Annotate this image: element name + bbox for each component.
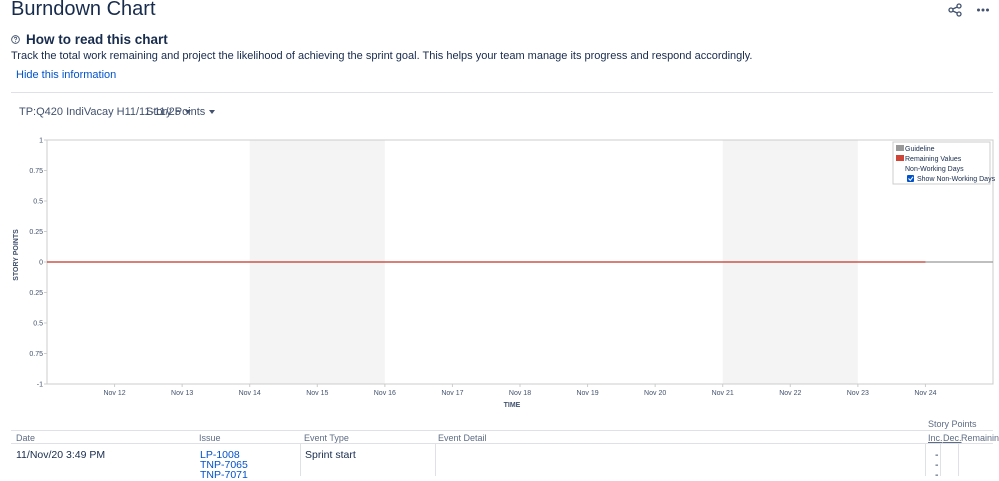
x-axis-label: TIME: [504, 402, 521, 409]
col-divider: [940, 443, 941, 476]
row-inc-value: -: [935, 469, 939, 481]
x-tick-label: Nov 17: [441, 390, 463, 397]
y-tick-label: 0: [39, 260, 43, 267]
show-non-working-checkbox[interactable]: [907, 175, 914, 182]
legend-label-remaining: Remaining Values: [905, 156, 962, 163]
check-icon: [908, 176, 914, 182]
more-horizontal-icon[interactable]: [975, 2, 991, 18]
estimation-dropdown-label: Story Points: [146, 106, 206, 118]
y-tick-label: 0.25: [29, 290, 43, 297]
y-tick-label: 1: [39, 138, 43, 145]
x-tick-label: Nov 15: [306, 390, 328, 397]
y-tick-label: 0.5: [33, 321, 43, 328]
legend-label-guideline: Guideline: [905, 146, 935, 153]
section-divider: [11, 92, 993, 93]
x-tick-label: Nov 21: [712, 390, 734, 397]
y-tick-label: 0.75: [29, 168, 43, 175]
page-title: Burndown Chart: [11, 0, 156, 20]
x-tick-label: Nov 24: [914, 390, 936, 397]
col-header-event-type: Event Type: [304, 433, 349, 443]
sprint-dropdown-label: TP:Q420 IndiVacay H11/11-11/25: [19, 106, 181, 118]
table-header-border: [11, 443, 993, 444]
x-tick-label: Nov 14: [239, 390, 261, 397]
row-inc-value: -: [935, 459, 939, 471]
col-header-dec: Dec.: [943, 433, 962, 443]
table-top-border: [11, 430, 993, 431]
x-tick-label: Nov 22: [779, 390, 801, 397]
show-non-working-label: Show Non-Working Days: [917, 176, 996, 183]
x-tick-label: Nov 20: [644, 390, 666, 397]
y-tick-label: 0.75: [29, 351, 43, 358]
y-tick-label: 0.25: [29, 229, 43, 236]
x-tick-label: Nov 13: [171, 390, 193, 397]
checkbox-box[interactable]: [907, 175, 914, 182]
chart-legend: Guideline Remaining Values Non-Working D…: [892, 141, 996, 185]
story-points-group-header: Story Points: [928, 419, 977, 429]
x-tick-label: Nov 16: [374, 390, 396, 397]
col-divider: [300, 443, 301, 476]
burndown-chart: 1 0.75 0.5 0.25 0 0.25 0.5 0.75 -1 Nov 12 Nov 13 N…: [13, 138, 996, 410]
header-actions: [947, 2, 991, 18]
x-tick-label: Nov 23: [847, 390, 869, 397]
col-divider: [435, 443, 436, 476]
row-event-type: Sprint start: [305, 449, 356, 461]
col-divider: [925, 443, 926, 476]
info-description: Track the total work remaining and proje…: [11, 50, 753, 62]
issue-link[interactable]: TNP-7065: [200, 459, 248, 471]
legend-label-non-working: Non-Working Days: [905, 166, 964, 173]
col-header-remaining: Remaining: [961, 433, 999, 443]
y-tick-label: -1: [37, 382, 43, 389]
col-header-inc: Inc.: [928, 433, 943, 443]
chevron-down-icon: [184, 109, 191, 114]
y-axis-label: STORY POINTS: [13, 229, 20, 281]
legend-swatch-remaining: [896, 155, 904, 161]
estimation-dropdown[interactable]: Story Points: [146, 106, 216, 118]
issue-link[interactable]: TNP-7071: [200, 469, 248, 481]
legend-swatch-guideline: [896, 145, 904, 151]
share-icon[interactable]: [947, 2, 963, 18]
x-tick-label: Nov 18: [509, 390, 531, 397]
info-header: How to read this chart: [11, 32, 168, 47]
chevron-down-icon: [209, 109, 216, 114]
hide-info-link[interactable]: Hide this information: [16, 69, 117, 81]
sprint-dropdown[interactable]: TP:Q420 IndiVacay H11/11-11/25: [19, 106, 191, 118]
issue-link[interactable]: LP-1008: [200, 449, 240, 461]
x-tick-label: Nov 12: [103, 390, 125, 397]
y-tick-label: 0.5: [33, 199, 43, 206]
row-inc-value: -: [935, 449, 939, 461]
x-tick-label: Nov 19: [576, 390, 598, 397]
col-header-issue: Issue: [199, 433, 221, 443]
question-circle-icon: [11, 35, 20, 44]
col-header-event-detail: Event Detail: [438, 433, 487, 443]
col-header-date: Date: [16, 433, 36, 443]
info-title: How to read this chart: [26, 32, 168, 47]
col-divider: [958, 443, 959, 476]
row-date: 11/Nov/20 3:49 PM: [16, 449, 106, 461]
